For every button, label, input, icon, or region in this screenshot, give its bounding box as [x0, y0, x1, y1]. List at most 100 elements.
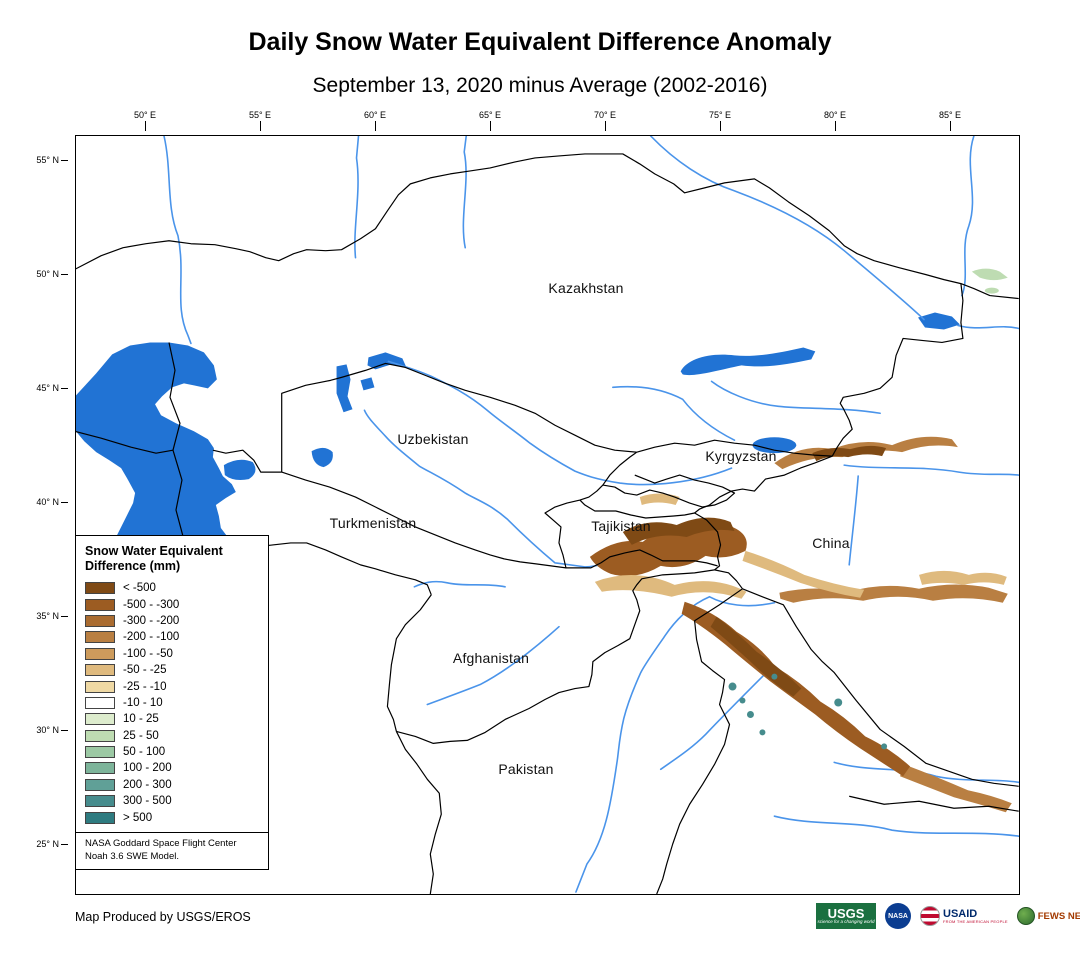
anomaly-positive-teal-specks [728, 673, 888, 750]
page-title: Daily Snow Water Equivalent Difference A… [248, 28, 832, 56]
border-russia-kazakhstan [76, 153, 1019, 300]
tick-mark [61, 501, 68, 503]
country-label-pakistan: Pakistan [498, 761, 554, 777]
legend-swatch [85, 795, 115, 808]
y-axis-label: 35° N [12, 608, 68, 624]
caspian-sector-line-2 [76, 431, 174, 454]
anomaly-moderate-patches [774, 436, 1012, 813]
ural-river [163, 136, 192, 345]
border-afghanistan-tajikistan [504, 549, 718, 569]
anomaly-patch-alay-core [622, 517, 735, 545]
tick-mark [834, 121, 836, 131]
anomaly-positive-green-specks [971, 268, 1008, 294]
legend-entry: 50 - 100 [85, 744, 259, 760]
legend-entry: 25 - 50 [85, 728, 259, 744]
tick-mark [489, 121, 491, 131]
y-axis-label: 45° N [12, 380, 68, 396]
legend-swatch [85, 729, 115, 742]
border-uzbekistan-tajikistan [544, 451, 638, 568]
lakes [76, 312, 960, 576]
anomaly-patch-pamir-fringe [594, 575, 747, 599]
legend-swatch [85, 664, 115, 677]
anomaly-patch-tianshan-core [812, 445, 887, 462]
border-kyrgyzstan-tajikistan [579, 499, 695, 519]
legend-entry: -200 - -100 [85, 629, 259, 645]
caspian-sea [76, 342, 238, 576]
legend-swatch [85, 598, 115, 611]
anomaly-patch-tianshan-kyrgyz [774, 436, 958, 470]
legend-swatch [85, 778, 115, 791]
amu-darya-river [363, 409, 643, 568]
legend-entry: -50 - -25 [85, 662, 259, 678]
border-china-pakistan-india [714, 569, 1019, 787]
tick-mark [61, 615, 68, 617]
x-axis-label: 80° E [813, 110, 857, 131]
x-axis-label: 70° E [583, 110, 627, 131]
country-label-turkmenistan: Turkmenistan [329, 515, 417, 531]
anomaly-patch-tashkent [639, 493, 680, 506]
nasa-logo: NASA [885, 903, 911, 929]
agency-logos: USGS science for a changing world NASA U… [816, 900, 1080, 932]
anomaly-dark-patches [622, 445, 887, 697]
fewsnet-logo: FEWS NET [1016, 907, 1080, 925]
border-india-nepal [849, 795, 1019, 812]
aral-sea-west [336, 364, 353, 413]
tobol-river [354, 136, 360, 259]
border-turkmenistan-iran [237, 542, 432, 596]
legend-swatch [85, 647, 115, 660]
lake-issyk-kul [752, 437, 797, 454]
border-uzbekistan-turkmenistan [281, 471, 505, 560]
legend-swatch [85, 811, 115, 824]
sarygamysh-lake [311, 447, 333, 468]
legend-entry: > 500 [85, 809, 259, 825]
indus-river [575, 595, 776, 893]
legend-entry: -10 - 10 [85, 695, 259, 711]
anomaly-light-patches [594, 493, 1007, 599]
legend-swatch [85, 631, 115, 644]
ganges-river [773, 815, 1019, 837]
tarim-river [843, 464, 1019, 476]
border-afghanistan-pakistan [396, 569, 715, 744]
legend-swatch [85, 696, 115, 709]
hari-river [413, 580, 506, 588]
aral-sea-east [360, 377, 375, 391]
globe-icon [1016, 907, 1035, 925]
legend-entry: 200 - 300 [85, 777, 259, 793]
tick-mark [144, 121, 146, 131]
tick-mark [61, 273, 68, 275]
lake-zaysan [918, 312, 960, 330]
legend-swatch [85, 582, 115, 595]
border-kazakhstan-kyrgyzstan [636, 439, 833, 457]
tick-mark [604, 121, 606, 131]
border-kyrgyzstan-tajikistan-china [694, 455, 833, 571]
anomaly-patch-karakoram-core [710, 616, 802, 697]
syr-darya-river [387, 360, 733, 486]
ili-river [710, 380, 881, 415]
anomaly-patch-himalaya-east [900, 764, 1012, 813]
altai-river [961, 136, 975, 297]
tick-mark [61, 843, 68, 845]
legend-entry: -100 - -50 [85, 646, 259, 662]
border-iran-afghanistan [386, 594, 432, 732]
tick-mark [949, 121, 951, 131]
lake-balkhash [680, 347, 816, 376]
page-subtitle: September 13, 2020 minus Average (2002-2… [312, 74, 768, 97]
chu-river [612, 385, 736, 441]
legend-swatch [85, 614, 115, 627]
legend-entry: 100 - 200 [85, 760, 259, 776]
x-axis-label: 55° E [238, 110, 282, 131]
legend-entry: < -500 [85, 580, 259, 596]
kara-bogaz-gol [223, 459, 256, 480]
border-kazakhstan-china [831, 283, 964, 457]
y-axis-label: 55° N [12, 152, 68, 168]
tick-mark [374, 121, 376, 131]
country-label-kyrgyzstan: Kyrgyzstan [705, 448, 777, 464]
country-label-uzbekistan: Uzbekistan [397, 431, 469, 447]
x-axis-label: 50° E [123, 110, 167, 131]
usaid-flag-icon [920, 906, 940, 926]
y-axis-label: 30° N [12, 722, 68, 738]
border-pakistan-india [656, 588, 743, 894]
y-axis-label: 50° N [12, 266, 68, 282]
country-label-china: China [812, 535, 850, 551]
